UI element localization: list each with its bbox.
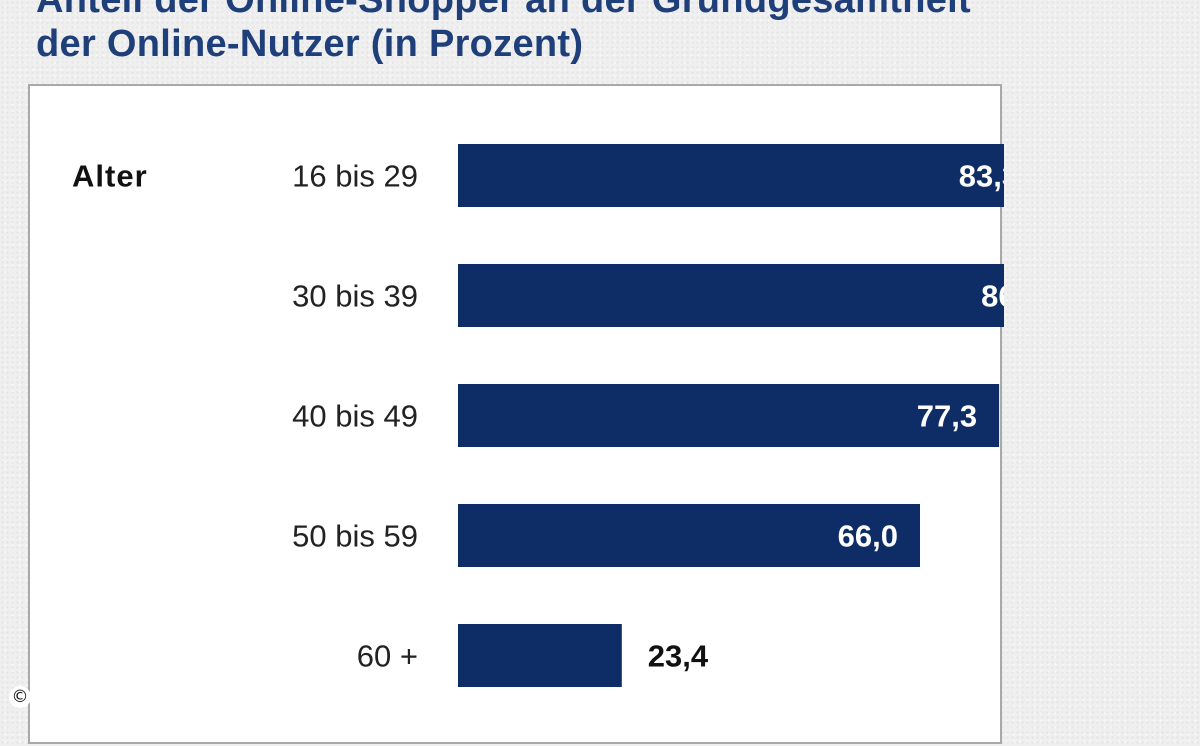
category-label: 30 bis 39 <box>292 279 418 314</box>
value-label: 83,3 <box>959 159 1004 194</box>
bar <box>458 624 622 687</box>
value-label: 66,0 <box>838 519 898 554</box>
category-label: 60 + <box>357 639 418 674</box>
bar <box>458 384 1000 447</box>
copyright-icon: © <box>9 686 31 708</box>
bar <box>458 264 1004 327</box>
category-label: 50 bis 59 <box>292 519 418 554</box>
chart-title-line-2: der Online-Nutzer (in Prozent) <box>36 23 584 65</box>
group-label: Alter <box>72 159 148 194</box>
chart-panel: Alter 16 bis 29 83,3 30 bis 39 86,5 40 bis 49… <box>28 84 1004 744</box>
chart-title-line-1: Anteil der Online-Shopper an der Grundge… <box>36 0 971 21</box>
bar <box>458 144 1004 207</box>
category-label: 16 bis 29 <box>292 159 418 194</box>
value-label: 23,4 <box>648 639 709 674</box>
value-label: 86,5 <box>981 279 1004 314</box>
bar-chart: Alter 16 bis 29 83,3 30 bis 39 86,5 40 bis 49… <box>72 144 1004 687</box>
bar <box>458 504 920 567</box>
category-label: 40 bis 49 <box>292 399 418 434</box>
value-label: 77,3 <box>917 399 977 434</box>
